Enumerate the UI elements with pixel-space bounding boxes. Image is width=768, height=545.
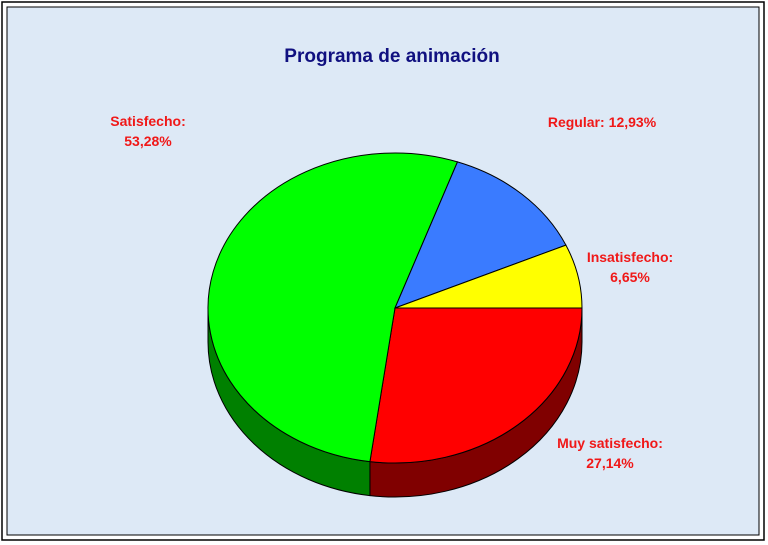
label-category: Muy satisfecho: — [557, 435, 663, 451]
pie-slice — [394, 161, 567, 309]
data-label: Muy satisfecho: 27,14% — [557, 435, 663, 471]
pie-slice — [369, 307, 583, 464]
label-category: Satisfecho: — [110, 113, 185, 129]
data-label: Satisfecho: 53,28% — [110, 113, 185, 149]
label-value: 6,65% — [610, 269, 650, 285]
pie-slice — [207, 152, 459, 463]
data-label: Regular: 12,93% — [548, 114, 657, 130]
label-value: 27,14% — [586, 455, 634, 471]
label-value: 53,28% — [124, 133, 172, 149]
pie-slice — [394, 244, 583, 309]
label-category: Regular: — [548, 114, 605, 130]
chart-title: Programa de animación — [284, 46, 499, 67]
label-category: Insatisfecho: — [587, 249, 673, 265]
label-value: 12,93% — [609, 114, 657, 130]
data-label: Insatisfecho: 6,65% — [587, 249, 673, 285]
